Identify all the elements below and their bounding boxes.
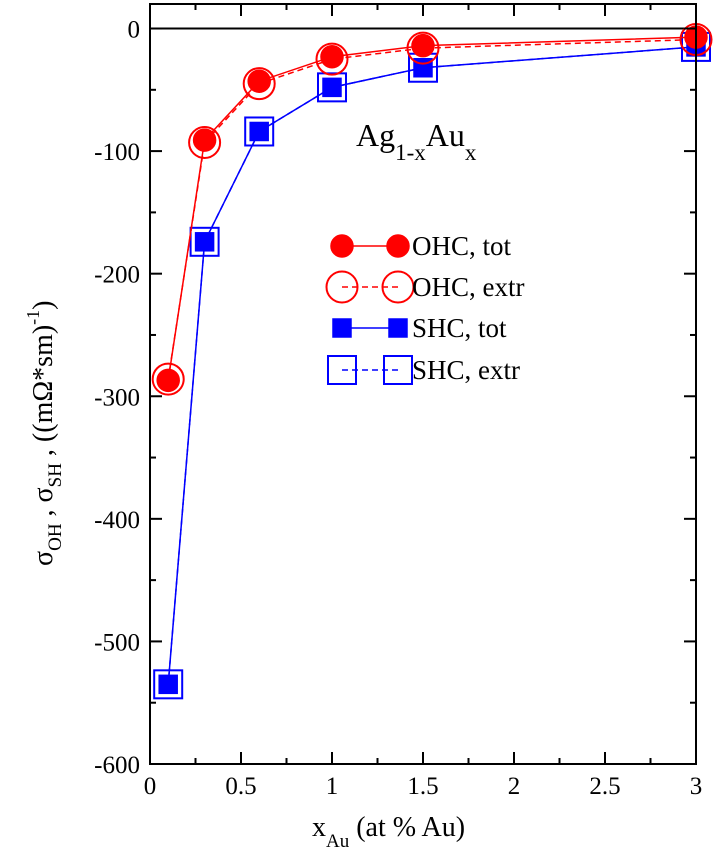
x-tick-label: 1.5: [407, 773, 438, 800]
x-tick-label: 2: [508, 773, 521, 800]
x-tick-label: 0.5: [225, 773, 256, 800]
ticks-layer: 0 0.5 1 1.5 2 2.5 3 0 -100 -200 -300 -400 -500 -600: [94, 4, 702, 800]
series-ohc-tot: [156, 25, 708, 393]
data-point: [158, 674, 178, 695]
data-point: [242, 67, 276, 101]
legend-marker: [381, 270, 415, 304]
legend-entry: OHC, tot: [330, 231, 512, 261]
legend-entry: OHC, extr: [325, 270, 524, 304]
data-point: [247, 69, 271, 93]
data-point: [192, 128, 217, 152]
y-axis-label: σOH , σSH , ((mΩ*sm)-1): [23, 300, 66, 566]
x-tick-label: 0: [144, 773, 157, 800]
legend-marker: [332, 318, 352, 338]
legend-marker: [325, 270, 359, 304]
legend-label: OHC, extr: [412, 272, 524, 302]
y-tick-label: -100: [94, 139, 140, 166]
data-point: [244, 116, 275, 147]
data-point: [194, 232, 215, 252]
legend-label: OHC, tot: [412, 231, 512, 261]
y-tick-label: -500: [94, 629, 140, 656]
legend-marker: [388, 318, 408, 338]
y-tick-label: -600: [94, 752, 140, 779]
series-line: [167, 46, 697, 685]
legend: OHC, tot OHC, extr SHC, tot SHC, extr: [325, 231, 524, 385]
legend-entry: SHC, tot: [332, 313, 507, 343]
data-point: [151, 362, 185, 396]
x-tick-label: 2.5: [589, 773, 620, 800]
legend-entry: SHC, extr: [327, 355, 520, 385]
y-tick-label: 0: [128, 17, 141, 44]
x-tick-label: 3: [690, 773, 703, 800]
data-point: [249, 121, 269, 142]
y-tick-label: -200: [94, 262, 140, 289]
series-layer: [151, 23, 713, 700]
series-line: [167, 36, 697, 381]
data-point: [153, 669, 184, 700]
data-point: [322, 77, 342, 98]
data-point: [411, 33, 435, 58]
y-tick-label: -400: [94, 507, 140, 534]
data-point: [189, 226, 220, 257]
legend-marker: [327, 355, 357, 385]
data-point: [156, 368, 180, 393]
legend-marker: [386, 234, 410, 258]
series-line: [167, 38, 697, 380]
data-point: [315, 42, 349, 76]
x-tick-label: 1: [326, 773, 339, 800]
x-axis-label: xAu (at % Au): [312, 812, 465, 852]
data-point: [317, 72, 347, 103]
data-point: [188, 126, 222, 160]
y-tick-label: -300: [94, 384, 140, 411]
legend-label: SHC, tot: [412, 313, 507, 343]
data-point: [320, 44, 344, 69]
legend-label: SHC, extr: [412, 355, 520, 385]
legend-marker: [383, 355, 413, 385]
inset-title: Ag1-xAux: [356, 117, 477, 165]
legend-marker: [330, 234, 354, 258]
